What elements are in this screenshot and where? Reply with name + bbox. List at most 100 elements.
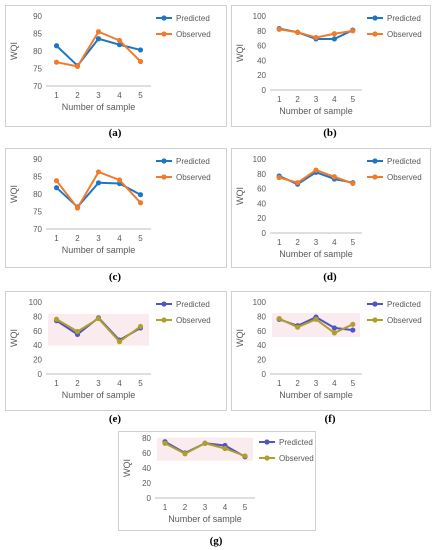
legend-label-observed: Observed <box>176 173 211 182</box>
legend-label-observed: Observed <box>279 454 314 463</box>
x-tick-label: 5 <box>138 379 143 388</box>
data-point-observed <box>137 323 144 330</box>
x-axis-title: Number of sample <box>279 106 353 116</box>
data-point-observed <box>276 315 282 322</box>
x-tick-label: 5 <box>138 234 143 243</box>
chart-panel-g: 0 20 40 60 80 1 2 3 4 5 Number of sample WQI Predict… <box>118 431 316 531</box>
legend-label-predicted: Predicted <box>387 300 421 309</box>
x-tick-label: 2 <box>295 379 300 388</box>
y-axis-title: WQI <box>235 44 245 62</box>
x-tick-label: 2 <box>295 95 300 104</box>
x-axis-title: Number of sample <box>279 390 353 400</box>
x-tick-label: 1 <box>54 234 59 243</box>
y-tick-label: 80 <box>33 190 42 199</box>
y-tick-label: 80 <box>257 27 266 36</box>
data-point-observed <box>162 440 168 446</box>
series-line-observed <box>55 170 142 209</box>
y-tick-label: 80 <box>257 170 266 179</box>
data-point-observed <box>222 445 228 452</box>
y-axis-title: WQI <box>9 42 19 60</box>
data-point-predicted <box>53 185 60 191</box>
data-point-predicted <box>137 192 144 198</box>
y-tick-label: 60 <box>257 327 266 336</box>
x-tick-label: 5 <box>351 379 356 388</box>
legend-label-predicted: Predicted <box>387 157 421 166</box>
x-axis-title: Number of sample <box>168 514 242 524</box>
x-tick-label: 4 <box>117 379 122 388</box>
data-point-observed <box>202 440 208 446</box>
legend-label-observed: Observed <box>176 30 211 39</box>
y-tick-label: 75 <box>33 65 42 74</box>
data-point-observed <box>116 37 123 44</box>
legend-marker-observed <box>161 31 167 37</box>
legend-marker-predicted <box>372 15 378 21</box>
data-point-observed <box>331 31 337 37</box>
y-axis-title: WQI <box>122 459 132 477</box>
x-tick-label: 5 <box>351 238 356 247</box>
y-tick-label: 40 <box>33 341 42 350</box>
data-point-predicted <box>137 47 144 53</box>
y-tick-label: 90 <box>33 12 42 21</box>
y-tick-label: 100 <box>29 298 43 307</box>
data-point-observed <box>137 200 144 206</box>
x-tick-label: 1 <box>277 95 282 104</box>
x-tick-label: 5 <box>243 503 248 512</box>
x-tick-label: 3 <box>96 234 101 243</box>
data-point-observed <box>95 169 102 175</box>
x-tick-label: 3 <box>314 238 319 247</box>
data-point-observed <box>74 205 81 211</box>
data-point-predicted <box>350 327 356 333</box>
data-point-predicted <box>53 43 60 49</box>
y-tick-label: 0 <box>147 494 152 503</box>
data-point-observed <box>74 63 81 69</box>
legend-marker-observed <box>372 317 378 323</box>
legend-label-observed: Observed <box>387 173 422 182</box>
legend-label-observed: Observed <box>176 316 211 325</box>
x-tick-label: 1 <box>54 379 59 388</box>
y-tick-label: 85 <box>33 173 42 182</box>
x-axis-title: Number of sample <box>62 102 136 112</box>
y-tick-label: 100 <box>253 298 267 307</box>
data-point-observed <box>350 28 356 34</box>
legend-marker-observed <box>161 174 167 180</box>
caption-d: (d) <box>323 271 337 283</box>
legend-marker-predicted <box>161 158 167 164</box>
data-point-observed <box>276 174 282 181</box>
data-point-predicted <box>95 36 102 42</box>
y-tick-label: 20 <box>33 356 42 365</box>
y-axis-title: WQI <box>9 329 19 347</box>
legend-label-predicted: Predicted <box>176 157 210 166</box>
caption-c: (c) <box>108 271 122 283</box>
x-axis-title: Number of sample <box>62 245 136 255</box>
y-tick-label: 90 <box>33 155 42 164</box>
caption-b: (b) <box>323 127 337 139</box>
legend-marker-predicted <box>161 301 167 307</box>
y-tick-label: 85 <box>33 30 42 39</box>
legend-marker-observed <box>372 31 378 37</box>
y-tick-label: 60 <box>33 327 42 336</box>
x-tick-label: 1 <box>54 91 59 100</box>
y-tick-label: 40 <box>257 199 266 208</box>
x-axis-title: Number of sample <box>62 390 136 400</box>
chart-panel-c: 70 75 80 85 90 1 2 3 4 5 Number of sample WQI Predic… <box>5 148 227 268</box>
y-tick-label: 20 <box>142 479 151 488</box>
y-tick-label: 0 <box>38 370 43 379</box>
data-point-observed <box>74 328 81 335</box>
y-tick-label: 40 <box>257 341 266 350</box>
y-tick-label: 0 <box>262 370 267 379</box>
x-tick-label: 4 <box>332 238 337 247</box>
y-tick-label: 80 <box>33 47 42 56</box>
legend-label-predicted: Predicted <box>176 14 210 23</box>
legend-marker-predicted <box>372 301 378 307</box>
chart-svg-b: 0 20 40 60 80 100 1 2 3 4 5 Number of sample WQI Pred… <box>235 12 422 116</box>
series-line-predicted <box>55 37 141 67</box>
y-tick-label: 0 <box>262 229 267 238</box>
data-point-observed <box>53 178 60 184</box>
legend-label-predicted: Predicted <box>279 438 313 447</box>
data-point-predicted <box>95 180 102 186</box>
x-tick-label: 3 <box>203 503 208 512</box>
x-tick-label: 2 <box>75 379 80 388</box>
x-tick-label: 4 <box>223 503 228 512</box>
data-point-observed <box>95 315 102 322</box>
